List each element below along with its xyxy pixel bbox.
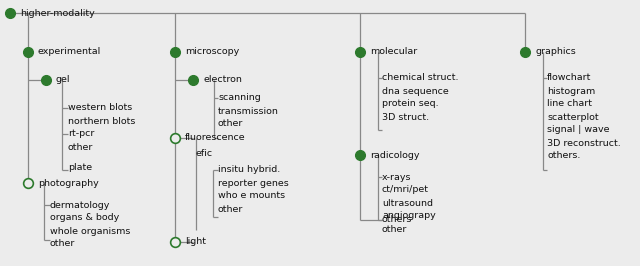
Text: x-rays: x-rays — [382, 172, 412, 181]
Text: other: other — [218, 119, 243, 128]
Text: other: other — [218, 205, 243, 214]
Text: electron: electron — [203, 76, 242, 85]
Text: who e mounts: who e mounts — [218, 192, 285, 201]
Text: protein seq.: protein seq. — [382, 99, 438, 109]
Text: radicology: radicology — [370, 151, 419, 160]
Text: rt-pcr: rt-pcr — [68, 130, 94, 139]
Text: 3D reconstruct.: 3D reconstruct. — [547, 139, 621, 148]
Text: others.: others. — [547, 152, 580, 160]
Text: other: other — [50, 239, 76, 248]
Text: ct/mri/pet: ct/mri/pet — [382, 185, 429, 194]
Text: higher-modality: higher-modality — [20, 9, 95, 18]
Text: signal | wave: signal | wave — [547, 126, 609, 135]
Text: gel: gel — [56, 76, 70, 85]
Text: fluorescence: fluorescence — [185, 134, 246, 143]
Text: scatterplot: scatterplot — [547, 113, 598, 122]
Text: dermatology: dermatology — [50, 201, 110, 210]
Text: histogram: histogram — [547, 86, 595, 95]
Text: molecular: molecular — [370, 48, 417, 56]
Text: experimental: experimental — [38, 48, 101, 56]
Text: microscopy: microscopy — [185, 48, 239, 56]
Text: whole organisms: whole organisms — [50, 227, 131, 235]
Text: angiograpy: angiograpy — [382, 211, 436, 221]
Text: efic: efic — [196, 148, 213, 157]
Text: other: other — [382, 225, 408, 234]
Text: western blots: western blots — [68, 103, 132, 113]
Text: other: other — [68, 143, 93, 152]
Text: reporter genes: reporter genes — [218, 178, 289, 188]
Text: scanning: scanning — [218, 94, 260, 102]
Text: light: light — [185, 238, 206, 247]
Text: line chart: line chart — [547, 99, 592, 109]
Text: photography: photography — [38, 178, 99, 188]
Text: plate: plate — [68, 164, 92, 172]
Text: others: others — [382, 215, 412, 225]
Text: 3D struct.: 3D struct. — [382, 113, 429, 122]
Text: ultrasound: ultrasound — [382, 198, 433, 207]
Text: chemical struct.: chemical struct. — [382, 73, 458, 82]
Text: dna sequence: dna sequence — [382, 86, 449, 95]
Text: insitu hybrid.: insitu hybrid. — [218, 165, 280, 174]
Text: transmission: transmission — [218, 106, 279, 115]
Text: graphics: graphics — [535, 48, 576, 56]
Text: flowchart: flowchart — [547, 73, 591, 82]
Text: organs & body: organs & body — [50, 214, 119, 222]
Text: northern blots: northern blots — [68, 117, 136, 126]
